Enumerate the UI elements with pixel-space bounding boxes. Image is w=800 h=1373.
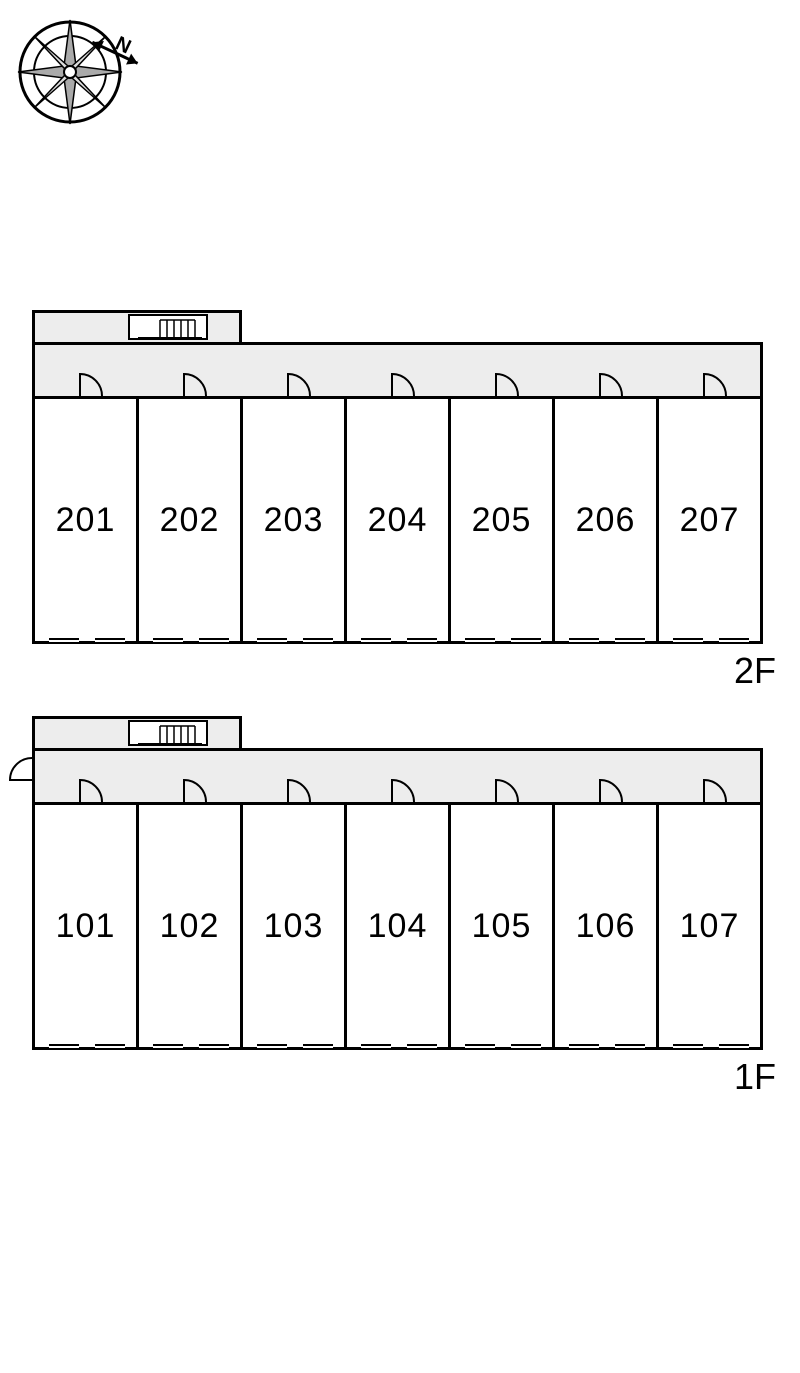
- unit-label: 205: [472, 501, 532, 540]
- unit-204: 204: [344, 396, 448, 644]
- unit-label: 203: [264, 501, 324, 540]
- unit-label: 204: [368, 501, 428, 540]
- unit-102: 102: [136, 802, 240, 1050]
- stair-2f: [128, 314, 208, 340]
- unit-104: 104: [344, 802, 448, 1050]
- unit-202: 202: [136, 396, 240, 644]
- unit-107: 107: [656, 802, 763, 1050]
- unit-label: 101: [56, 907, 116, 946]
- unit-203: 203: [240, 396, 344, 644]
- unit-201: 201: [32, 396, 136, 644]
- door-swings-1f: [32, 748, 763, 805]
- unit-103: 103: [240, 802, 344, 1050]
- unit-label: 206: [576, 501, 636, 540]
- unit-row-1f: 101 102 103 104 105 106: [32, 802, 763, 1050]
- unit-label: 102: [160, 907, 220, 946]
- unit-label: 104: [368, 907, 428, 946]
- unit-row-2f: 201 202 203 204 205 206: [32, 396, 763, 644]
- unit-206: 206: [552, 396, 656, 644]
- floor-label-1f: 1F: [734, 1056, 776, 1098]
- floor-label-2f: 2F: [734, 650, 776, 692]
- unit-label: 107: [680, 907, 740, 946]
- unit-207: 207: [656, 396, 763, 644]
- unit-label: 105: [472, 907, 532, 946]
- unit-101: 101: [32, 802, 136, 1050]
- unit-label: 207: [680, 501, 740, 540]
- unit-label: 201: [56, 501, 116, 540]
- unit-label: 106: [576, 907, 636, 946]
- door-swings-2f: [32, 342, 763, 399]
- unit-label: 202: [160, 501, 220, 540]
- compass-rose: N: [10, 10, 180, 135]
- unit-205: 205: [448, 396, 552, 644]
- unit-label: 103: [264, 907, 324, 946]
- unit-105: 105: [448, 802, 552, 1050]
- unit-106: 106: [552, 802, 656, 1050]
- stair-1f: [128, 720, 208, 746]
